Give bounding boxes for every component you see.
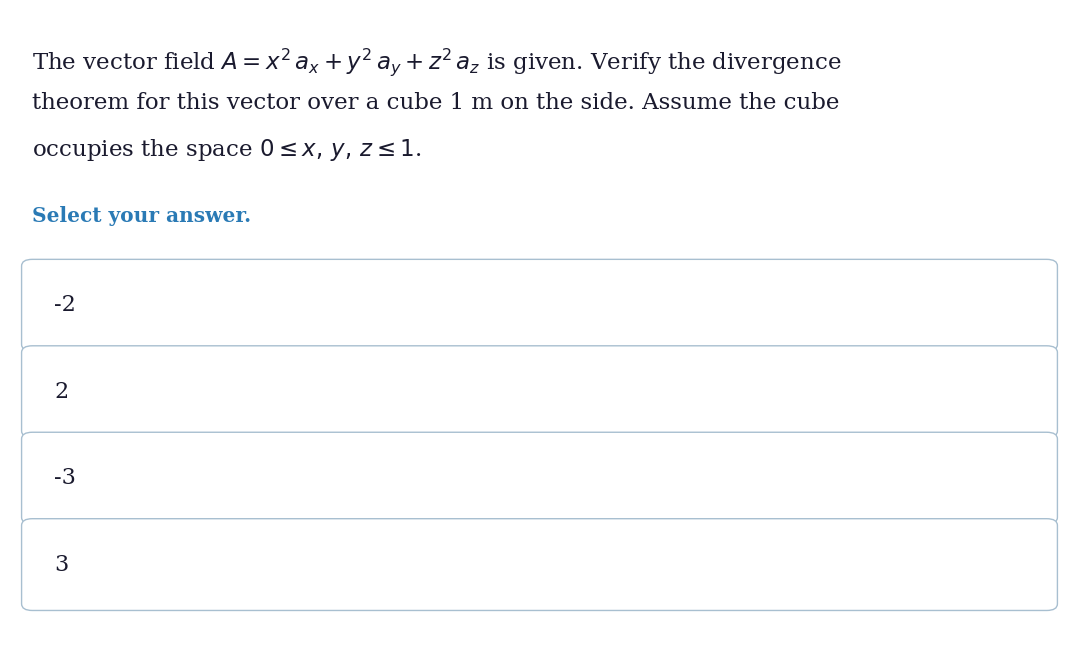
Text: The vector field $A = x^2\, a_x + y^2\, a_y + z^2\, a_z$ is given. Verify the di: The vector field $A = x^2\, a_x + y^2\, … bbox=[32, 47, 842, 78]
Text: -3: -3 bbox=[54, 467, 76, 489]
Text: 3: 3 bbox=[54, 553, 68, 576]
FancyBboxPatch shape bbox=[22, 432, 1057, 524]
FancyBboxPatch shape bbox=[22, 519, 1057, 610]
Text: 2: 2 bbox=[54, 380, 68, 403]
Text: theorem for this vector over a cube 1 m on the side. Assume the cube: theorem for this vector over a cube 1 m … bbox=[32, 92, 839, 114]
FancyBboxPatch shape bbox=[22, 346, 1057, 438]
Text: occupies the space $0 \leq x,\, y,\, z \leq 1$.: occupies the space $0 \leq x,\, y,\, z \… bbox=[32, 137, 422, 163]
FancyBboxPatch shape bbox=[22, 259, 1057, 351]
Text: -2: -2 bbox=[54, 294, 76, 317]
Text: Select your answer.: Select your answer. bbox=[32, 206, 251, 226]
